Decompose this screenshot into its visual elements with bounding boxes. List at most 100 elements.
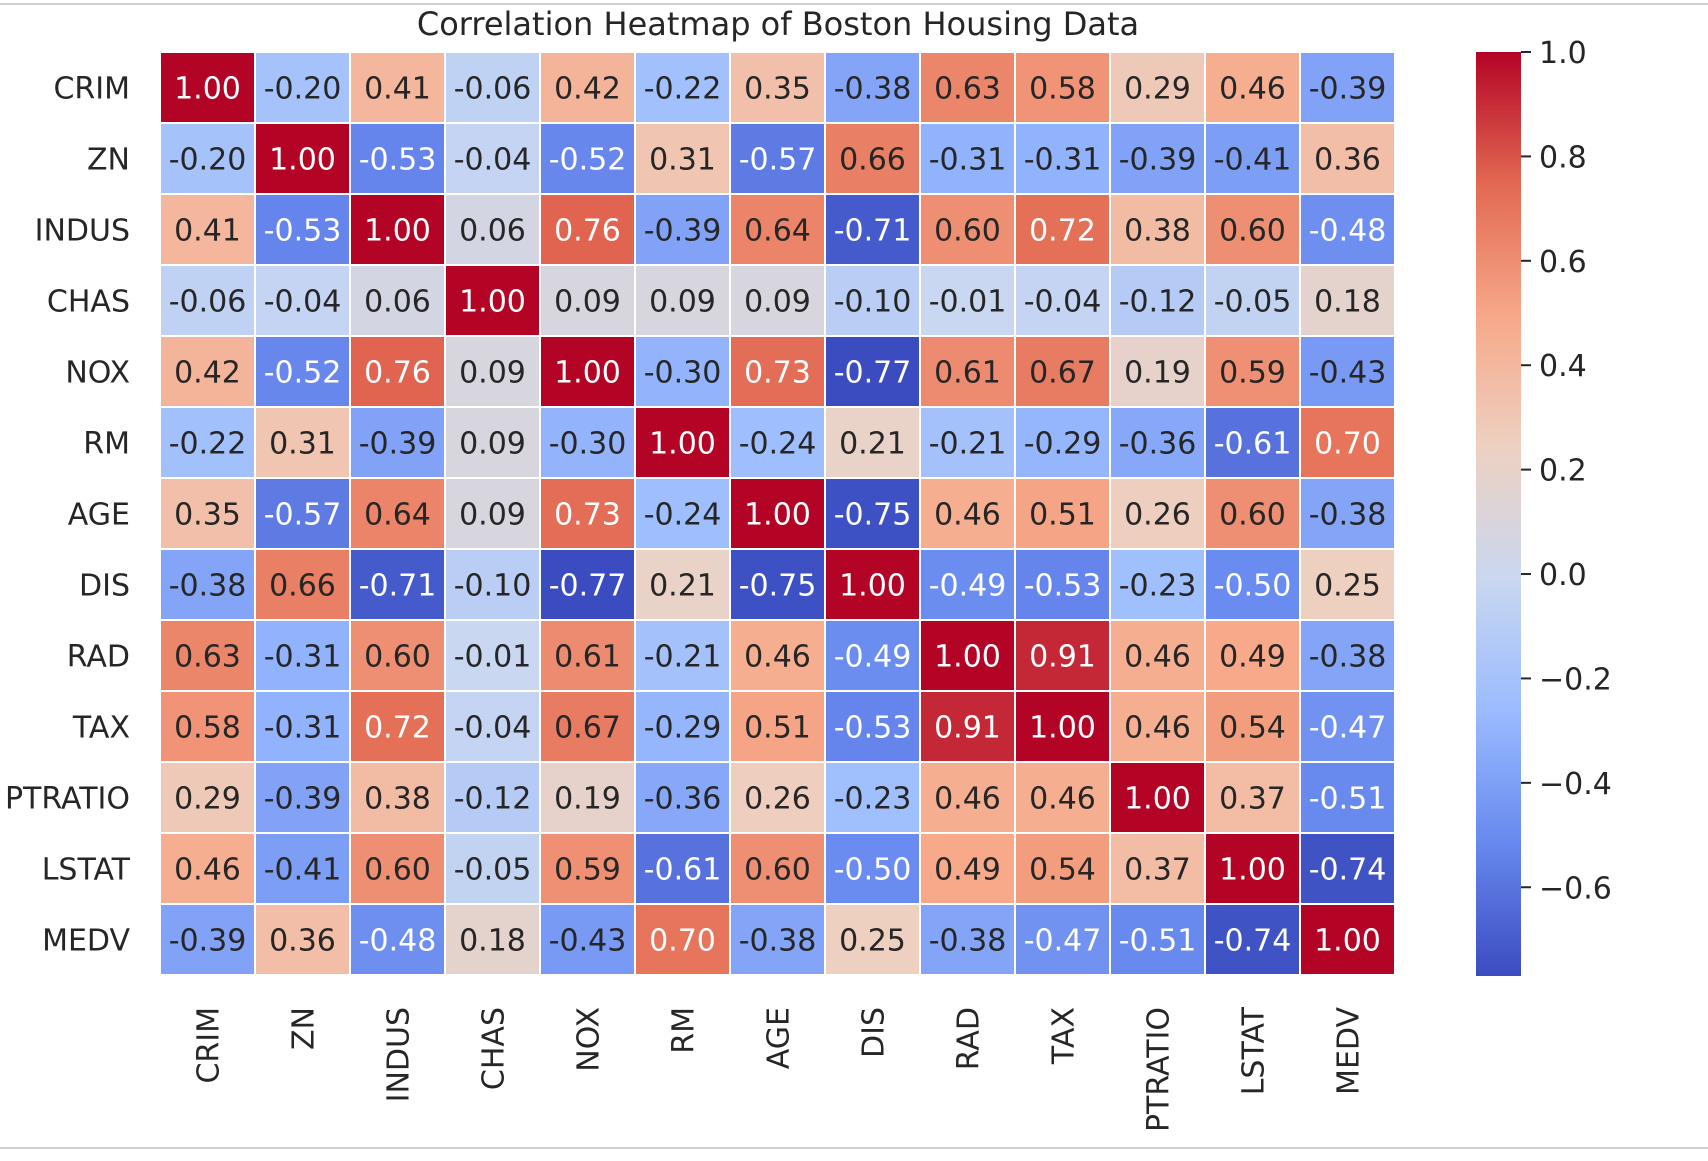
heatmap-cell — [824, 264, 921, 337]
heatmap-cell — [254, 690, 351, 763]
row-tick-label: LSTAT — [42, 853, 131, 888]
heatmap-cell — [159, 903, 256, 976]
cell-value-label: -0.06 — [169, 285, 247, 320]
cell-value-label: -0.51 — [1119, 924, 1197, 959]
cell-value-label: 0.64 — [744, 214, 811, 249]
cell-value-label: -0.31 — [1024, 143, 1102, 178]
cell-value-label: -0.01 — [929, 285, 1007, 320]
column-tick-label: MEDV — [1332, 1007, 1367, 1095]
cell-value-label: 1.00 — [1314, 924, 1381, 959]
cell-value-label: -0.74 — [1309, 853, 1387, 888]
row-tick-label: AGE — [68, 498, 130, 533]
heatmap-cell — [159, 193, 256, 266]
heatmap-cell — [824, 406, 921, 479]
heatmap-cell — [159, 690, 256, 763]
cell-value-label: -0.53 — [264, 214, 342, 249]
heatmap-cell — [1299, 335, 1396, 408]
heatmap-cell — [1109, 406, 1206, 479]
row-tick-label: RM — [83, 427, 130, 462]
cell-value-label: 0.66 — [839, 143, 906, 178]
heatmap-cell — [539, 619, 636, 692]
cell-value-label: -0.39 — [359, 427, 437, 462]
cell-value-label: 0.37 — [1219, 782, 1286, 817]
row-tick-label: NOX — [65, 356, 130, 391]
heatmap-cell — [444, 264, 541, 337]
cell-value-label: 1.00 — [744, 498, 811, 533]
cell-value-label: -0.38 — [834, 72, 912, 107]
heatmap-cell — [1109, 335, 1206, 408]
cell-value-label: -0.48 — [359, 924, 437, 959]
heatmap-cell — [539, 761, 636, 834]
cell-value-label: -0.24 — [644, 498, 722, 533]
cell-value-label: -0.41 — [264, 853, 342, 888]
cell-value-label: -0.36 — [1119, 427, 1197, 462]
cell-value-label: -0.10 — [454, 569, 532, 604]
cell-value-label: -0.49 — [929, 569, 1007, 604]
cell-value-label: -0.29 — [644, 711, 722, 746]
heatmap-cell — [254, 477, 351, 550]
heatmap-cell — [1204, 193, 1301, 266]
cell-value-label: -0.75 — [834, 498, 912, 533]
cell-value-label: -0.24 — [739, 427, 817, 462]
cell-value-label: 0.76 — [364, 356, 431, 391]
cell-value-label: -0.38 — [1309, 640, 1387, 675]
colorbar-tick-label: −0.4 — [1539, 767, 1612, 802]
heatmap-cell — [1204, 832, 1301, 905]
heatmap-cell — [159, 761, 256, 834]
heatmap-cell — [349, 619, 446, 692]
cell-value-label: 1.00 — [1029, 711, 1096, 746]
cell-value-label: -0.21 — [644, 640, 722, 675]
colorbar-tick-label: 0.6 — [1539, 245, 1587, 280]
column-tick-label: RAD — [952, 1007, 987, 1070]
colorbar-tick-label: 0.0 — [1539, 558, 1587, 593]
cell-value-label: 0.09 — [744, 285, 811, 320]
cell-value-label: -0.01 — [454, 640, 532, 675]
cell-value-label: 0.58 — [174, 711, 241, 746]
cell-value-label: 0.49 — [934, 853, 1001, 888]
heatmap-cell — [254, 832, 351, 905]
heatmap-cell — [1014, 477, 1111, 550]
heatmap-cell — [1299, 548, 1396, 621]
cell-value-label: 0.21 — [839, 427, 906, 462]
heatmap-cell — [634, 690, 731, 763]
cell-value-label: 0.54 — [1219, 711, 1286, 746]
cell-value-label: -0.12 — [1119, 285, 1197, 320]
heatmap-cell — [729, 406, 826, 479]
heatmap-cell — [729, 832, 826, 905]
heatmap-cell — [729, 619, 826, 692]
cell-value-label: 0.31 — [269, 427, 336, 462]
cell-value-label: 0.60 — [744, 853, 811, 888]
cell-value-label: 1.00 — [269, 143, 336, 178]
heatmap-cell — [919, 193, 1016, 266]
column-tick-label: CHAS — [477, 1007, 512, 1090]
cell-value-label: -0.47 — [1024, 924, 1102, 959]
heatmap-cell — [444, 193, 541, 266]
heatmap-cell — [1014, 548, 1111, 621]
cell-value-label: 0.41 — [364, 72, 431, 107]
heatmap-cell — [824, 903, 921, 976]
heatmap-cell — [824, 335, 921, 408]
cell-value-label: 0.29 — [1124, 72, 1191, 107]
cell-value-label: -0.39 — [1119, 143, 1197, 178]
heatmap-cell — [1109, 761, 1206, 834]
heatmap-cell — [539, 548, 636, 621]
cell-value-label: 0.72 — [364, 711, 431, 746]
cell-value-label: -0.53 — [359, 143, 437, 178]
row-tick-label: MEDV — [42, 924, 130, 959]
cell-value-label: 1.00 — [459, 285, 526, 320]
cell-value-label: -0.31 — [264, 711, 342, 746]
cell-value-label: -0.22 — [644, 72, 722, 107]
cell-value-label: 0.51 — [744, 711, 811, 746]
heatmap-cell — [444, 832, 541, 905]
cell-value-label: -0.74 — [1214, 924, 1292, 959]
heatmap-cell — [824, 477, 921, 550]
row-tick-label: CRIM — [53, 72, 130, 107]
heatmap-cell — [1299, 122, 1396, 195]
heatmap-cell — [634, 619, 731, 692]
heatmap-cell — [349, 51, 446, 124]
cell-value-label: -0.48 — [1309, 214, 1387, 249]
heatmap-cell — [254, 335, 351, 408]
heatmap-cell — [634, 406, 731, 479]
cell-value-label: -0.75 — [739, 569, 817, 604]
